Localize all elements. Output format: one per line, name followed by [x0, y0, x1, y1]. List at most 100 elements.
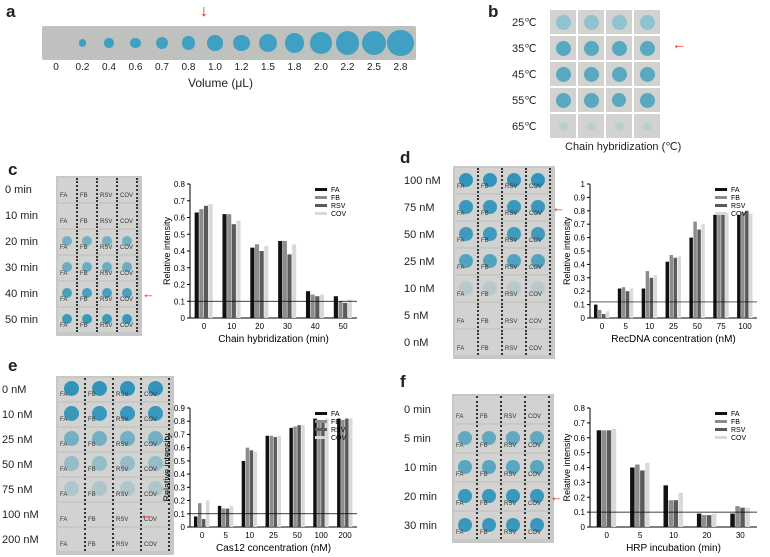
tile-label: COV — [120, 245, 134, 251]
tile-spot — [483, 199, 497, 214]
row-label: 0 min — [404, 403, 431, 416]
volume-tick-label: 1.8 — [287, 62, 302, 73]
tile-spot — [458, 517, 472, 532]
tile-spot — [122, 262, 132, 272]
tile-label: COV — [529, 319, 543, 325]
x-tick-label: 50 — [339, 322, 348, 331]
volume-tick-label: 2.8 — [393, 62, 408, 73]
tile-label: FA — [456, 414, 464, 420]
tile-spot — [555, 92, 571, 108]
y-axis-label: Relative intensity — [162, 433, 172, 502]
bar — [249, 450, 254, 527]
legend-label: RSV — [731, 427, 746, 434]
tile-label: FA — [456, 443, 464, 449]
bar — [287, 254, 292, 318]
tile-label: FA — [457, 238, 465, 244]
x-tick-label: 200 — [338, 531, 352, 540]
tile-label: FA — [60, 542, 68, 548]
tile-spot — [482, 517, 496, 532]
tile — [114, 453, 142, 476]
y-tick-label: 0.6 — [574, 234, 586, 243]
volume-spot — [104, 38, 114, 48]
red-arrow-left-icon: ← — [672, 36, 686, 52]
x-tick-label: 0 — [604, 531, 609, 540]
tile — [58, 453, 86, 476]
volume-spot — [155, 36, 169, 50]
red-arrow-left-icon: ← — [550, 488, 563, 504]
x-tick-label: 100 — [738, 322, 752, 331]
chart-d: 0 0.1 0.2 0.3 0.4 0.5 0.6 0.7 0.8 0.9 1 Relative in… — [562, 180, 757, 345]
volume-spot — [130, 37, 141, 49]
tile — [527, 303, 551, 328]
temperature-label: 35℃ — [512, 43, 537, 55]
tile-label: FA — [60, 517, 68, 523]
row-label: 20 min — [404, 490, 438, 503]
tile-spot — [583, 92, 599, 108]
tile-spot — [611, 14, 627, 30]
tile-spot — [147, 381, 163, 396]
tile-label: RSV — [505, 238, 518, 244]
tile-spot — [482, 459, 496, 474]
bar — [693, 221, 697, 318]
tile-label: FB — [80, 193, 88, 199]
tile — [479, 276, 503, 301]
tile-spot — [555, 40, 571, 56]
tile — [58, 528, 86, 551]
tile-label: FB — [88, 392, 96, 398]
bar — [711, 513, 717, 527]
tile-label: COV — [120, 219, 134, 225]
tile-label: COV — [144, 467, 158, 473]
y-tick-label: 0.4 — [174, 247, 186, 256]
tile — [142, 478, 170, 501]
bar — [701, 224, 705, 318]
bar — [629, 288, 634, 318]
legend-swatch — [315, 204, 327, 207]
tile — [118, 178, 138, 202]
volume-axis-label: Volume (μL) — [188, 76, 253, 90]
tile-label: FB — [481, 292, 489, 298]
tile-label: FB — [480, 501, 488, 507]
tile-label: FB — [481, 265, 489, 271]
tile-label: COV — [120, 297, 134, 303]
y-tick-label: 0.3 — [574, 478, 586, 487]
row-label: 30 min — [5, 262, 39, 274]
panel-label-e: e — [8, 356, 18, 375]
row-label: 75 nM — [404, 201, 435, 214]
red-arrow-left-icon: ← — [140, 506, 153, 522]
bar — [737, 214, 741, 318]
tile-label: COV — [120, 271, 134, 277]
tile — [58, 478, 86, 501]
tile-label: FB — [80, 219, 88, 225]
volume-tick-label: 0.6 — [128, 62, 143, 73]
volume-tick-label: 0 — [53, 62, 59, 73]
row-label: 30 min — [404, 519, 438, 532]
y-tick-label: 0.9 — [574, 193, 586, 202]
y-tick-label: 0.7 — [574, 220, 586, 229]
legend-swatch — [715, 204, 727, 207]
tile-spot — [458, 430, 472, 445]
bar — [197, 503, 202, 527]
tile-label: COV — [529, 265, 543, 271]
bar — [605, 311, 610, 318]
tile-spot — [63, 456, 79, 471]
volume-tick-label: 0.8 — [181, 62, 196, 73]
tile-label: FB — [480, 472, 488, 478]
tile — [455, 276, 479, 301]
y-tick-label: 0.5 — [574, 449, 586, 458]
bar — [315, 296, 320, 318]
tile-label: FA — [456, 472, 464, 478]
legend-label: COV — [731, 211, 747, 218]
row-label: 0 min — [5, 184, 32, 196]
bar — [289, 427, 293, 527]
tile-label: RSV — [100, 193, 113, 199]
legend-label: FA — [331, 187, 340, 194]
tile-spot — [611, 40, 627, 56]
tile-spot — [91, 406, 107, 421]
row-label: 100 nM — [2, 508, 39, 521]
tile-spot — [642, 121, 652, 131]
x-tick-label: 0 — [600, 322, 605, 331]
tile-label: FB — [80, 297, 88, 303]
bar — [217, 505, 222, 527]
volume-spot — [181, 36, 196, 50]
bar — [668, 500, 673, 527]
